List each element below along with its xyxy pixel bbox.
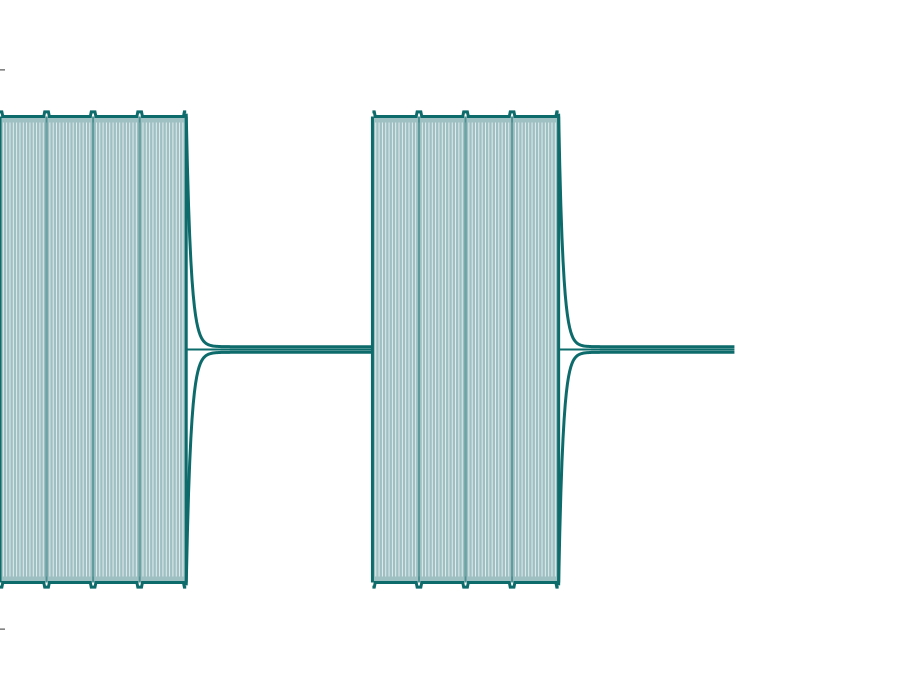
y-axis-ticks bbox=[0, 69, 5, 630]
burst-envelope-top-0 bbox=[0, 110, 187, 118]
waveform-series bbox=[0, 110, 735, 589]
settle-curve-lower-1 bbox=[184, 350, 373, 586]
burst-envelope-bottom-0 bbox=[0, 581, 187, 589]
burst-envelope-top-2 bbox=[372, 110, 559, 118]
settle-curve-lower-3 bbox=[557, 350, 735, 586]
burst-oscillation-0 bbox=[0, 122, 187, 577]
burst-envelope-bottom-2 bbox=[372, 581, 559, 589]
settle-curve-upper-1 bbox=[184, 113, 373, 349]
settle-curve-upper-3 bbox=[557, 113, 735, 349]
